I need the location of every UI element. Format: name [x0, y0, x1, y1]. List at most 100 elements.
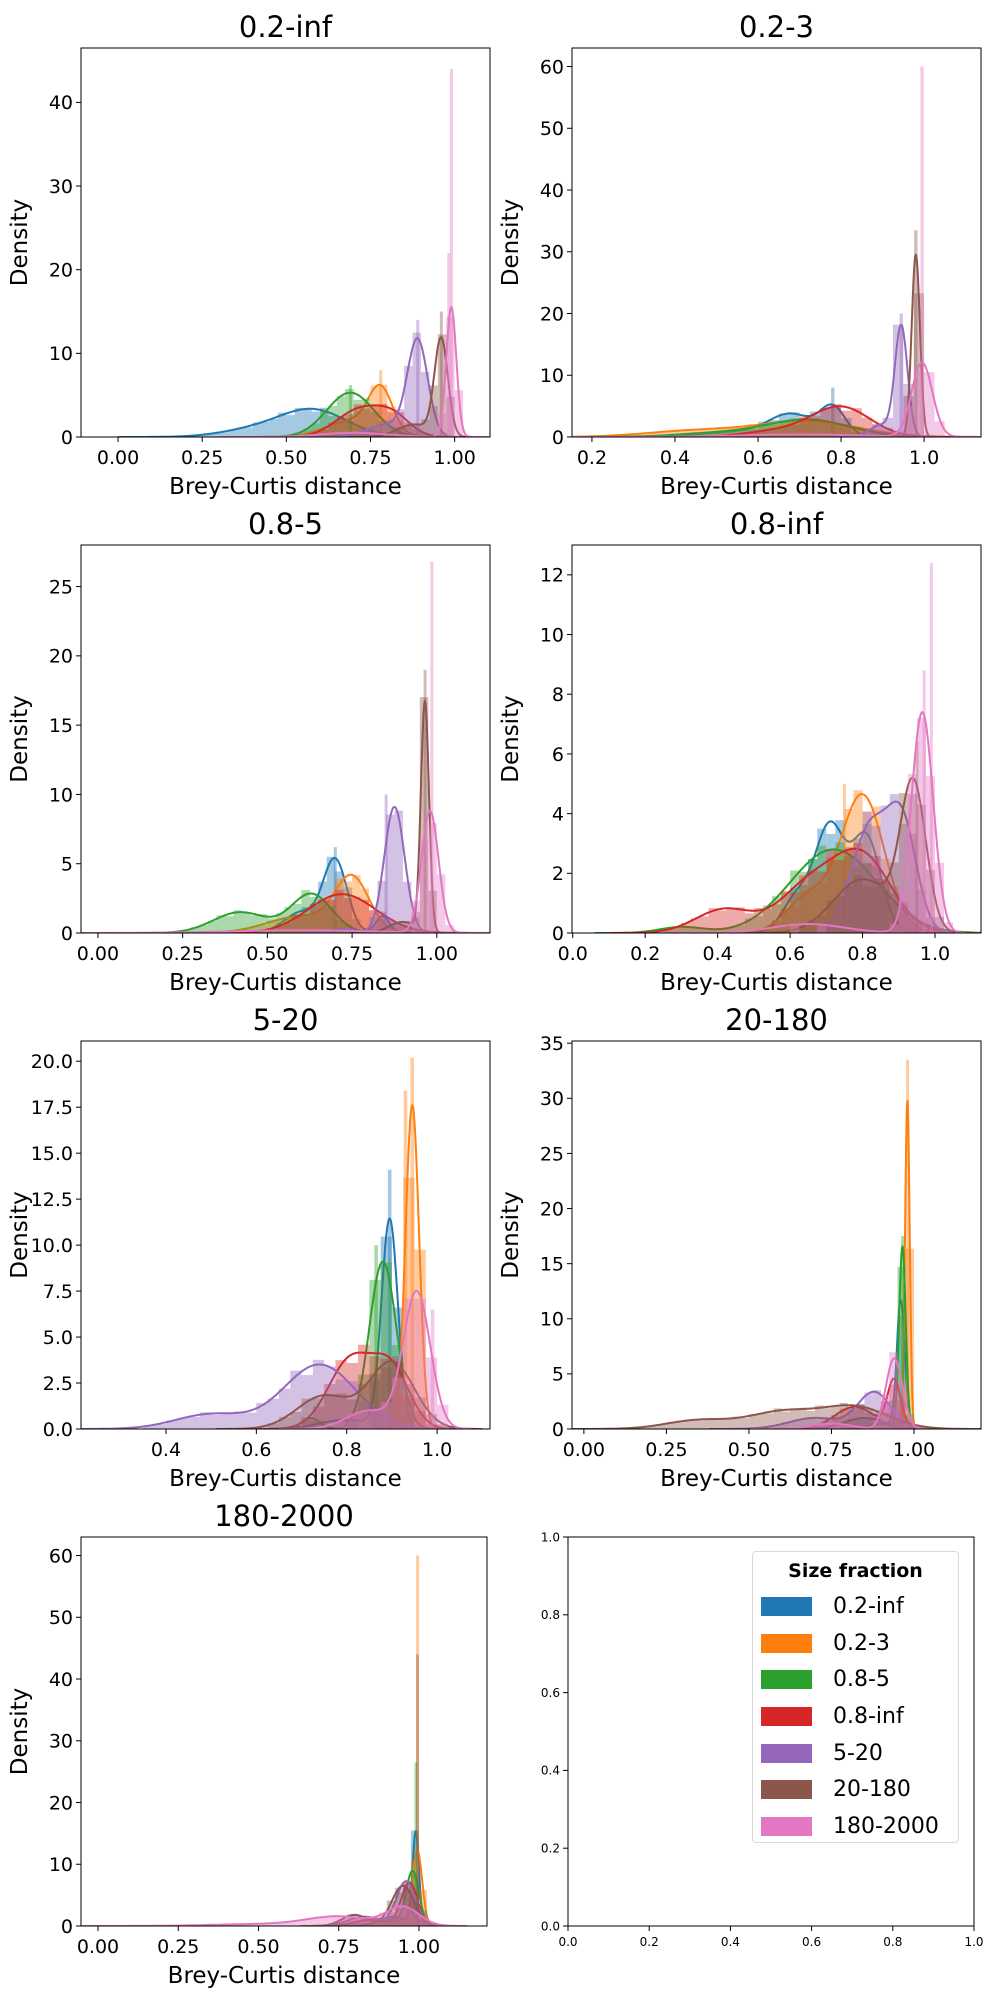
histogram-bar	[778, 421, 790, 437]
histogram-bar	[861, 429, 873, 437]
x-tick-label: 0.00	[563, 1439, 605, 1461]
histogram-bar	[360, 899, 370, 933]
x-tick-label: 1.00	[893, 1439, 935, 1461]
histogram-bar	[790, 870, 800, 933]
histogram-bar	[335, 878, 344, 933]
histogram-bar	[717, 910, 727, 933]
legend-swatch	[761, 1596, 812, 1616]
histogram-bar	[394, 1908, 403, 1926]
x-tick-label: 0.25	[157, 1936, 199, 1958]
y-tick-label: 2	[552, 863, 564, 885]
histogram-bar	[294, 432, 304, 437]
histogram-bar	[318, 899, 327, 933]
kde-line-0.8-inf	[609, 847, 979, 933]
histogram-bar	[324, 1395, 336, 1429]
histogram-bar	[346, 1922, 355, 1926]
histogram-bar	[862, 824, 872, 933]
histogram-bar	[907, 833, 917, 933]
histogram-bar	[707, 1417, 716, 1429]
histogram-bar	[418, 1918, 427, 1926]
y-tick-label: 20	[49, 260, 73, 282]
histogram-bar	[369, 1373, 381, 1429]
histogram-bar	[352, 875, 361, 933]
histogram-bar	[345, 414, 354, 437]
histogram-bar	[906, 1059, 910, 1429]
histogram-bar	[781, 890, 791, 933]
histogram-bar	[799, 419, 810, 437]
histogram-bar	[907, 924, 917, 933]
histogram-bar	[690, 927, 700, 933]
histogram-bar	[360, 888, 370, 933]
histogram-bar	[428, 823, 437, 933]
histogram-bar	[847, 1419, 857, 1429]
histogram-bar	[377, 918, 386, 933]
histogram-bar	[864, 1417, 873, 1429]
histogram-bar	[335, 1379, 347, 1429]
histogram-bar	[202, 434, 211, 437]
legend-item: 20-180	[753, 1771, 958, 1808]
histogram-bar	[379, 370, 383, 437]
y-tick-label: 17.5	[31, 1097, 73, 1119]
histogram-bar	[380, 1236, 392, 1429]
histogram-bar	[301, 906, 310, 933]
histogram-bar	[414, 1298, 426, 1429]
histogram-bar	[294, 407, 304, 437]
x-tick-label: 0.25	[181, 447, 223, 469]
legend-item: 0.8-5	[753, 1661, 958, 1698]
histogram-bar	[663, 929, 673, 933]
histogram-bar	[841, 424, 852, 437]
y-tick-label: 15	[540, 1253, 564, 1275]
histogram-bar	[717, 928, 727, 933]
histogram-bar	[353, 404, 363, 437]
histogram-bar	[429, 405, 438, 437]
histogram-bar	[758, 421, 769, 437]
legend-item: 0.8-inf	[753, 1698, 958, 1735]
histogram-bar	[284, 907, 293, 933]
panel-title: 0.2-inf	[239, 10, 333, 44]
histogram-bar	[402, 921, 412, 933]
histogram-bar	[378, 1919, 387, 1926]
x-axis-label: Brey-Curtis distance	[660, 970, 893, 996]
histogram-bar	[402, 1919, 411, 1926]
histogram-bar	[809, 418, 821, 437]
histogram-bar	[726, 908, 736, 933]
kde-line-0.2-inf	[739, 820, 925, 933]
histogram-bar	[301, 913, 310, 933]
histogram-bar	[312, 1398, 325, 1429]
x-tick-label: 0.00	[77, 1936, 119, 1958]
histogram-bar	[889, 893, 899, 933]
histogram-bar	[378, 1912, 387, 1926]
histogram-bar	[790, 1408, 799, 1429]
y-tick-label: 10	[540, 624, 564, 646]
y-tick-label: 40	[49, 1669, 73, 1691]
histogram-bar	[394, 1892, 403, 1926]
histogram-bar	[311, 411, 321, 437]
histogram-bar	[781, 1422, 791, 1429]
histogram-bar	[841, 410, 852, 437]
histogram-bar	[771, 904, 782, 933]
histogram-bar	[258, 925, 268, 933]
histogram-bar	[353, 433, 363, 437]
histogram-bar	[378, 1921, 387, 1926]
histogram-bar	[380, 1402, 392, 1429]
histogram-bar	[853, 838, 863, 933]
histogram-bar	[312, 1359, 325, 1429]
histogram-bar	[844, 856, 854, 933]
histogram-bar	[370, 405, 379, 437]
histogram-bar	[864, 1412, 873, 1429]
histogram-bar	[823, 1421, 832, 1429]
histogram-bar	[261, 421, 270, 437]
histogram-bar	[814, 1405, 824, 1429]
histogram-bar	[789, 424, 800, 437]
histogram-bar	[258, 930, 268, 933]
histogram-bar	[903, 396, 914, 437]
axes-frame	[80, 47, 491, 438]
x-tick-label: 0.4	[703, 943, 733, 965]
histogram-bar	[897, 1316, 906, 1429]
histogram-bar	[871, 878, 881, 933]
x-tick-label: 0.00	[97, 447, 139, 469]
y-tick-label: 0.0	[541, 1919, 560, 1933]
x-tick-label: 0.8	[847, 943, 877, 965]
histogram-bar	[284, 917, 293, 933]
histogram-bar	[403, 1384, 415, 1429]
